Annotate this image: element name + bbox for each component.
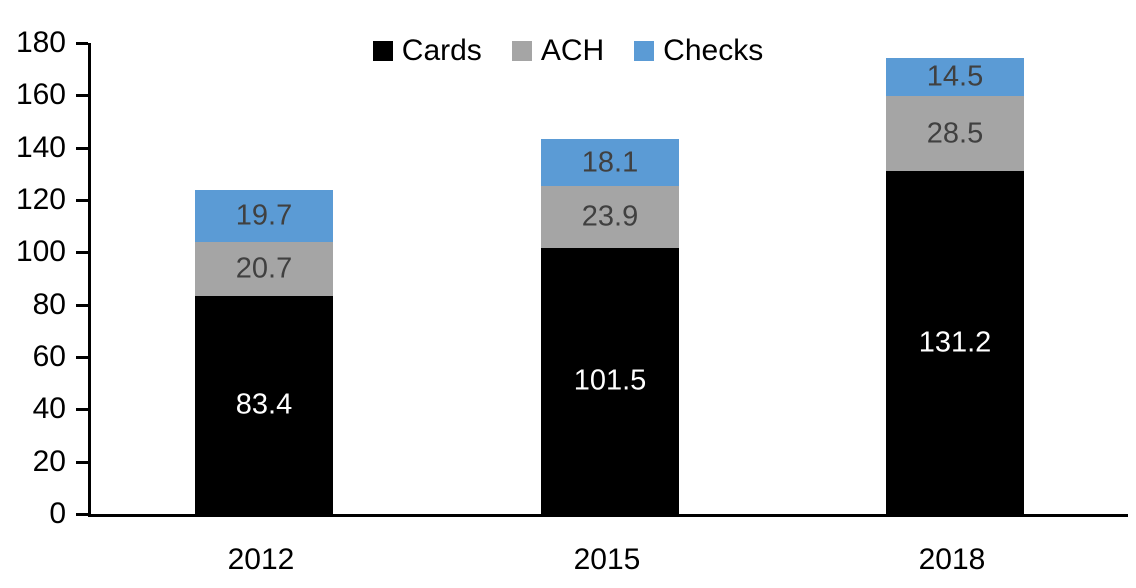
- legend-item-cards: Cards: [372, 34, 482, 67]
- y-tick-label: 160: [15, 78, 66, 111]
- y-tick-mark: [76, 513, 88, 516]
- bar-segment-ach: 20.7: [195, 242, 333, 296]
- x-axis-label-2018: 2018: [918, 543, 986, 576]
- y-tick-label: 0: [49, 497, 66, 530]
- bar-segment-checks: 19.7: [195, 190, 333, 242]
- legend-item-checks: Checks: [634, 36, 763, 66]
- bar-value-label: 20.7: [235, 252, 293, 285]
- y-tick-mark: [76, 42, 88, 45]
- bar-segment-ach: 23.9: [541, 186, 679, 248]
- y-tick-mark: [76, 408, 88, 411]
- bar-segment-ach: 28.5: [886, 96, 1024, 171]
- bar-value-label: 131.2: [918, 326, 992, 358]
- x-axis-label-2012: 2012: [227, 543, 295, 576]
- legend-swatch-ach: [511, 41, 532, 61]
- legend-label-checks: Checks: [663, 34, 764, 67]
- y-tick-mark: [76, 94, 88, 97]
- bar-2015: 18.1 23.9 101.5: [541, 139, 679, 514]
- y-tick-mark: [76, 199, 88, 202]
- legend-label-cards: Cards: [401, 34, 482, 67]
- y-tick-label: 140: [15, 131, 66, 164]
- y-tick-label: 100: [15, 235, 66, 268]
- legend-label-ach: ACH: [540, 34, 605, 67]
- bar-segment-cards: 131.2: [886, 171, 1024, 514]
- x-axis-label-2015: 2015: [573, 543, 641, 576]
- y-tick-label: 40: [32, 392, 66, 425]
- bar-value-label: 83.4: [235, 388, 293, 421]
- legend-swatch-checks: [634, 41, 655, 61]
- y-tick-label: 60: [32, 340, 66, 373]
- y-tick-label: 180: [15, 26, 66, 59]
- bar-value-label: 18.1: [581, 146, 639, 178]
- y-tick-mark: [76, 251, 88, 254]
- y-tick-mark: [76, 461, 88, 464]
- bar-segment-cards: 101.5: [541, 248, 679, 514]
- legend-swatch-cards: [372, 41, 393, 61]
- bar-segment-cards: 83.4: [195, 296, 333, 514]
- bar-value-label: 101.5: [573, 364, 647, 397]
- legend: Cards ACH Checks: [0, 36, 1136, 66]
- bar-2018: 14.5 28.5 131.2: [886, 58, 1024, 514]
- y-tick-mark: [76, 356, 88, 359]
- y-tick-label: 80: [32, 288, 66, 321]
- legend-item-ach: ACH: [511, 34, 605, 67]
- y-tick-mark: [76, 304, 88, 307]
- bar-value-label: 19.7: [235, 199, 293, 232]
- plot-area: 19.7 20.7 83.4 18.1 23.9 101.5 14.5 28.5 131.2: [76, 42, 1128, 517]
- bar-value-label: 28.5: [926, 117, 984, 149]
- bar-segment-checks: 18.1: [541, 139, 679, 186]
- y-tick-mark: [76, 147, 88, 150]
- y-tick-label: 120: [15, 183, 66, 216]
- y-tick-label: 20: [32, 445, 66, 478]
- bar-value-label: 23.9: [581, 200, 639, 233]
- bar-2012: 19.7 20.7 83.4: [195, 190, 333, 514]
- bar-value-label: 14.5: [926, 60, 984, 93]
- bar-segment-checks: 14.5: [886, 58, 1024, 96]
